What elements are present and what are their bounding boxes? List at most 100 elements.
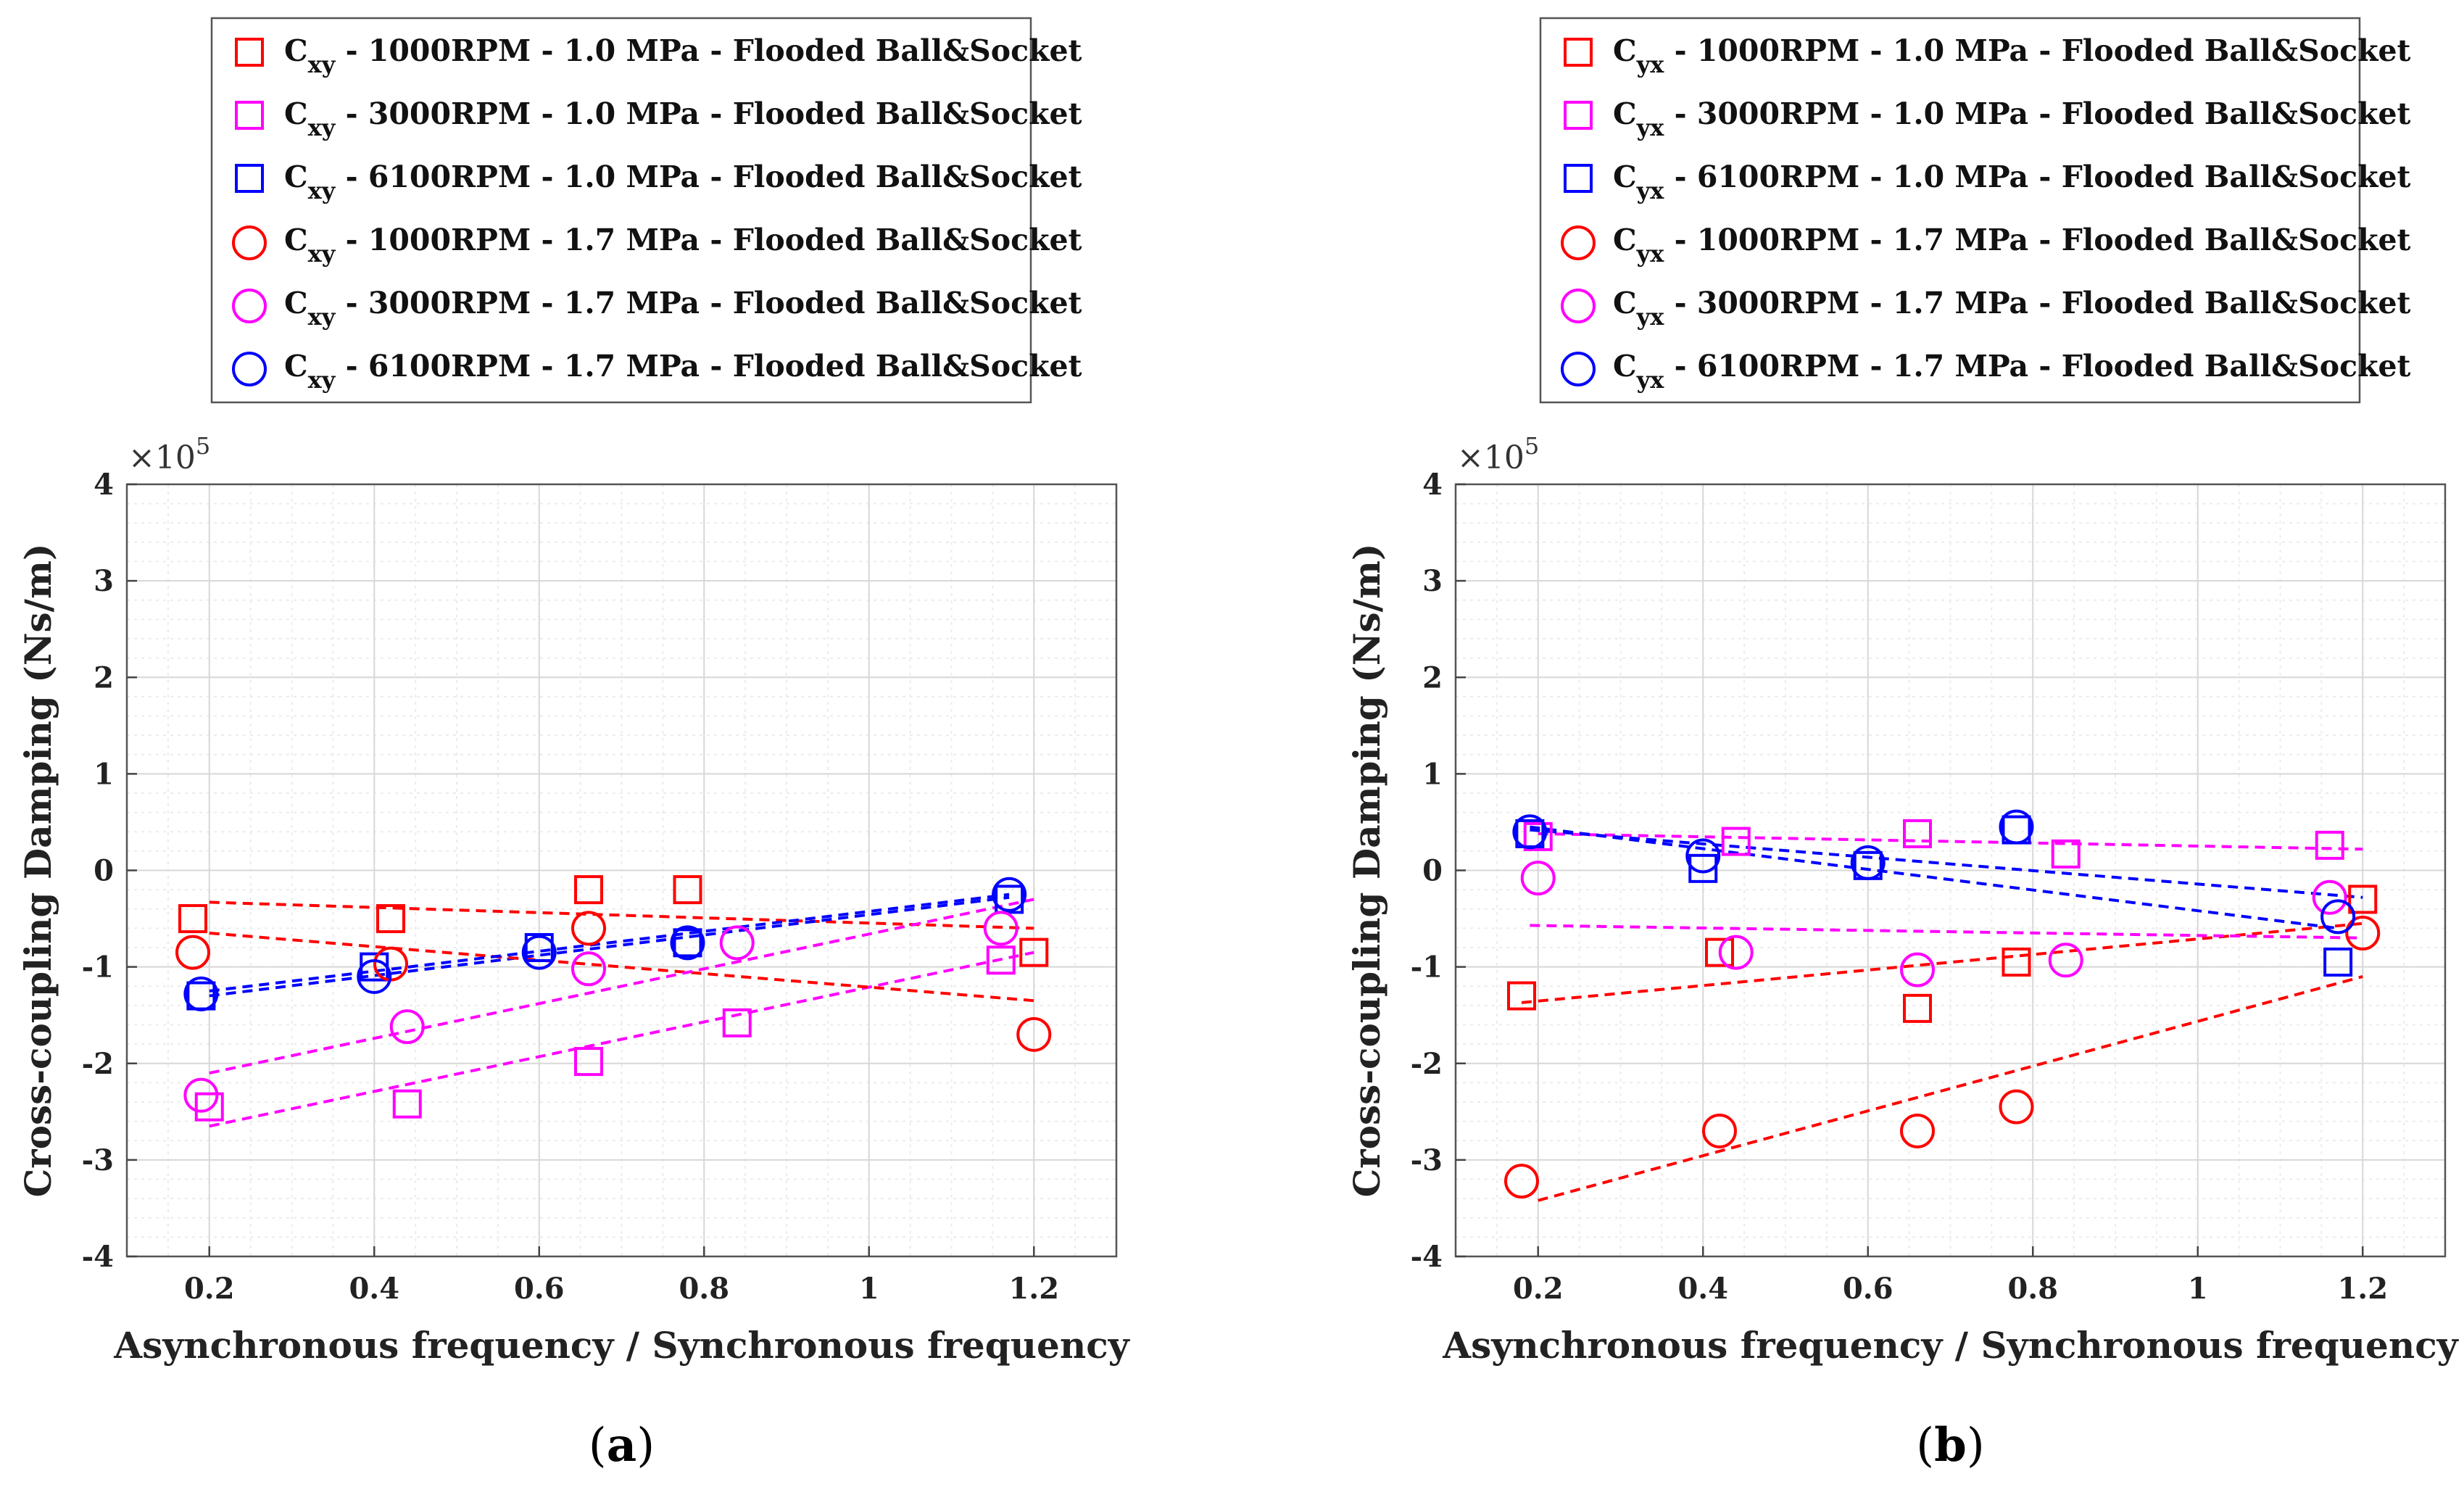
legend-symbol: C <box>1613 96 1637 131</box>
data-point-circle <box>1520 861 1556 896</box>
legend-subscript: yx <box>1636 303 1665 331</box>
panel-label-letter: b <box>1934 1418 1967 1472</box>
data-point-circle <box>1512 814 1548 850</box>
y-tick-label: 2 <box>94 660 114 695</box>
legend-marker-square <box>1564 101 1593 130</box>
legend-marker-circle <box>232 289 267 323</box>
legend-description: - 1000RPM - 1.7 MPa - Flooded Ball&Socke… <box>335 223 1082 257</box>
legend: Cyx - 1000RPM - 1.0 MPa - Flooded Ball&S… <box>1539 17 2411 404</box>
y-tick-label: -3 <box>1411 1143 1443 1177</box>
legend-entry-label: Cyx - 3000RPM - 1.0 MPa - Flooded Ball&S… <box>1613 96 2411 141</box>
data-point-square <box>524 933 554 962</box>
legend: Cxy - 1000RPM - 1.0 MPa - Flooded Ball&S… <box>210 17 1082 404</box>
data-point-square <box>673 875 702 905</box>
y-tick-label: 4 <box>94 468 114 502</box>
y-tick-label: 1 <box>1422 757 1443 791</box>
fit-line-series-2 <box>1538 832 2363 851</box>
legend-symbol: C <box>284 349 308 384</box>
legend-symbol: C <box>1613 223 1637 257</box>
data-point-circle <box>1016 1016 1052 1052</box>
x-axis-label: Asynchronous frequency / Synchronous fre… <box>113 1324 1130 1367</box>
data-point-circle <box>183 1077 219 1113</box>
legend-subscript: xy <box>308 177 336 204</box>
legend-symbol: C <box>284 96 308 131</box>
legend-subscript: xy <box>308 303 336 331</box>
y-multiplier: ×105 <box>1457 432 1539 476</box>
legend-subscript: xy <box>308 114 336 141</box>
fit-line-series-5 <box>209 898 1034 1075</box>
fit-line-series-4 <box>209 932 1034 1003</box>
legend-entry-label: Cyx - 1000RPM - 1.7 MPa - Flooded Ball&S… <box>1613 223 2411 268</box>
data-point-circle <box>521 935 557 970</box>
x-tick-label: 0.8 <box>679 1272 729 1306</box>
panel-label-open: ( <box>589 1419 607 1472</box>
legend-box <box>1539 17 2361 404</box>
data-point-square <box>178 904 207 934</box>
y-tick-label: -1 <box>1411 950 1443 985</box>
fit-line-series-2 <box>209 950 1034 1128</box>
data-point-square <box>1705 937 1734 967</box>
data-point-circle <box>1999 1089 2034 1124</box>
y-multiplier-exponent: 5 <box>1525 432 1539 460</box>
legend-entry-label: Cxy - 6100RPM - 1.0 MPa - Flooded Ball&S… <box>284 160 1082 204</box>
data-point-square <box>574 875 603 905</box>
x-tick-label: 0.4 <box>1677 1272 1728 1306</box>
data-point-square <box>722 1008 752 1037</box>
data-point-circle <box>1850 845 1886 880</box>
legend-marker-square <box>1564 38 1593 67</box>
y-tick-label: 0 <box>94 854 114 888</box>
y-tick-label: 3 <box>1422 564 1443 598</box>
legend-description: - 6100RPM - 1.0 MPa - Flooded Ball&Socke… <box>1664 160 2410 194</box>
legend-symbol: C <box>284 223 308 257</box>
legend-subscript: yx <box>1636 51 1665 78</box>
fit-line-series-4 <box>1538 975 2363 1202</box>
legend-symbol: C <box>1613 33 1637 68</box>
legend-description: - 6100RPM - 1.7 MPa - Flooded Ball&Socke… <box>1664 349 2410 384</box>
data-point-circle <box>1702 1113 1737 1148</box>
legend-box <box>210 17 1032 404</box>
data-point-square <box>986 945 1016 975</box>
x-tick-label: 0.2 <box>184 1272 235 1306</box>
y-tick-label: 0 <box>1422 854 1443 888</box>
data-point-circle <box>2312 879 2347 915</box>
x-tick-label: 1.2 <box>2337 1272 2388 1306</box>
legend-entry-label: Cxy - 1000RPM - 1.7 MPa - Flooded Ball&S… <box>284 223 1082 268</box>
legend-description: - 6100RPM - 1.7 MPa - Flooded Ball&Socke… <box>335 349 1082 384</box>
data-point-square <box>2315 830 2344 860</box>
data-point-square <box>392 1089 422 1119</box>
fit-line-series-1 <box>209 900 1034 930</box>
fit-line-series-3 <box>1530 825 2339 930</box>
data-point-square <box>1019 937 1049 967</box>
legend-description: - 3000RPM - 1.0 MPa - Flooded Ball&Socke… <box>335 96 1082 131</box>
data-point-square <box>1688 853 1718 883</box>
data-point-square <box>1507 981 1536 1011</box>
legend-subscript: xy <box>308 366 336 394</box>
legend-marker-square <box>235 38 264 67</box>
data-point-circle <box>2320 899 2356 935</box>
data-point-circle <box>571 951 606 987</box>
x-tick-label: 1 <box>859 1272 879 1306</box>
y-tick-label: -2 <box>1411 1047 1443 1081</box>
x-tick-label: 1.2 <box>1008 1272 1059 1306</box>
legend-description: - 3000RPM - 1.0 MPa - Flooded Ball&Socke… <box>1664 96 2410 131</box>
legend-description: - 1000RPM - 1.0 MPa - Flooded Ball&Socke… <box>1664 33 2410 68</box>
legend-entry-label: Cyx - 3000RPM - 1.7 MPa - Flooded Ball&S… <box>1613 286 2411 331</box>
data-point-square <box>376 904 405 934</box>
data-point-circle <box>1685 838 1721 874</box>
y-multiplier: ×105 <box>128 432 210 476</box>
data-point-circle <box>1900 1113 1935 1148</box>
data-point-square <box>2002 947 2031 977</box>
legend-subscript: yx <box>1636 114 1665 141</box>
legend-subscript: xy <box>308 51 336 78</box>
data-point-square <box>194 1092 224 1122</box>
legend-marker-circle <box>232 352 267 386</box>
legend-symbol: C <box>284 286 308 320</box>
legend-marker-square <box>235 101 264 130</box>
legend-marker-circle <box>1561 289 1596 323</box>
data-point-circle <box>2345 916 2381 951</box>
data-point-circle <box>670 925 705 961</box>
data-point-circle <box>983 911 1019 946</box>
legend-subscript: xy <box>308 240 336 268</box>
y-multiplier-exponent: 5 <box>196 432 210 460</box>
